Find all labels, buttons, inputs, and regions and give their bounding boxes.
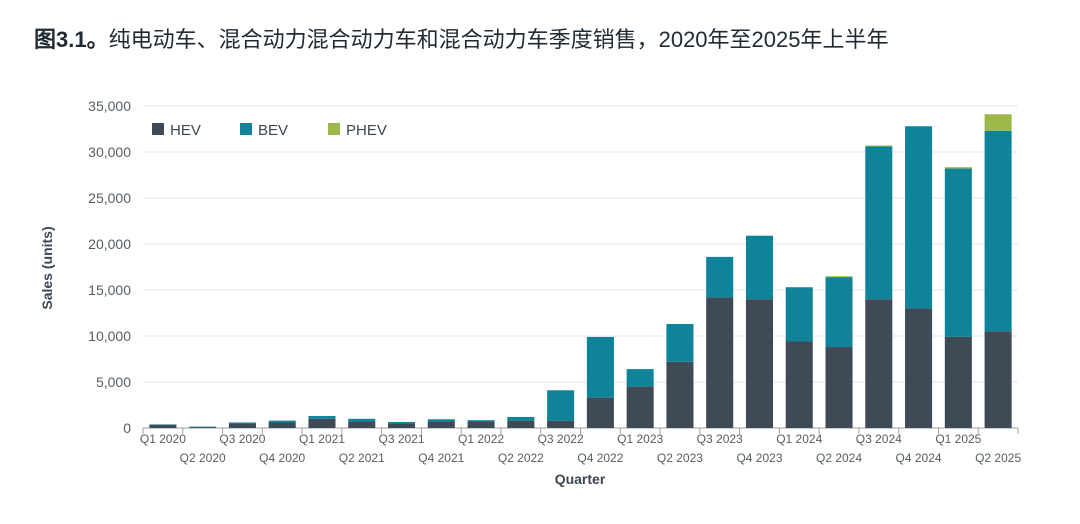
chart-title: 图3.1。纯电动车、混合动力混合动力车和混合动力车季度销售，2020年至2025… [34,22,888,54]
x-axis: Q1 2020 Q2 2020 Q3 2020 Q4 2020 Q1 2021 Q2 20… [140,428,1021,465]
bar-bev [547,390,575,421]
x-tick-label: Q3 2020 [219,432,265,446]
bar-bev [666,324,694,362]
bar-phev [865,145,893,147]
bar-bev [586,336,614,398]
legend-swatch-phev [328,123,340,135]
bar-hev [745,299,773,428]
legend: HEV BEV PHEV [152,122,387,139]
bar-hev [348,421,376,428]
bar-hev [785,341,813,428]
y-tick-label: 5,000 [96,374,131,390]
x-tick-label: Q2 2022 [498,451,544,465]
x-tick-label: Q4 2023 [736,451,782,465]
bar-bev [825,277,853,348]
bar-phev [944,167,972,169]
bar-hev [547,420,575,428]
y-axis-label: Sales (units) [39,226,55,309]
y-tick-label: 20,000 [88,236,131,252]
legend-label-bev: BEV [258,122,288,139]
x-tick-label: Q4 2024 [896,451,942,465]
bar-phev [984,114,1012,131]
bar-hev [228,423,256,428]
x-tick-label: Q1 2024 [776,432,822,446]
chart-title-lead: 图3.1。 [34,27,109,52]
y-axis-ticks: 0 5,000 10,000 15,000 20,000 25,000 30,000 35,0… [88,98,131,436]
x-tick-label: Q4 2022 [577,451,623,465]
y-tick-label: 15,000 [88,282,131,298]
bar-hev [666,361,694,428]
bar-bev [308,416,336,419]
bar-bev [228,422,256,424]
x-tick-label: Q2 2025 [975,451,1021,465]
bar-hev [586,397,614,428]
legend-label-hev: HEV [170,122,201,139]
x-tick-label: Q1 2022 [458,432,504,446]
legend-label-phev: PHEV [346,122,387,139]
bar-hev [865,299,893,428]
bar-hev [944,336,972,428]
bars [149,114,1012,428]
x-tick-label: Q3 2021 [378,432,424,446]
x-tick-label: Q2 2023 [657,451,703,465]
bar-bev [944,168,972,337]
chart-title-text: 纯电动车、混合动力混合动力车和混合动力车季度销售，2020年至2025年上半年 [108,27,889,52]
bar-bev [706,256,734,298]
bar-hev [427,421,455,428]
x-tick-label: Q1 2021 [299,432,345,446]
x-tick-label: Q1 2025 [935,432,981,446]
bar-bev [626,369,654,387]
bar-hev [507,420,535,428]
x-tick-label: Q4 2021 [418,451,464,465]
legend-swatch-bev [240,123,252,135]
x-axis-label: Quarter [555,471,606,487]
x-tick-label: Q1 2023 [617,432,663,446]
x-tick-label: Q1 2020 [140,432,186,446]
y-tick-label: 25,000 [88,190,131,206]
y-tick-label: 35,000 [88,98,131,114]
bar-hev [984,331,1012,428]
bar-hev [825,347,853,428]
y-tick-label: 10,000 [88,328,131,344]
y-tick-label: 0 [123,420,131,436]
bar-hev [626,386,654,428]
y-tick-label: 30,000 [88,144,131,160]
bar-bev [467,420,495,422]
bar-hev [189,427,217,428]
bar-hev [905,308,933,428]
x-tick-label: Q2 2021 [339,451,385,465]
bar-hev [308,418,336,428]
bar-bev [268,420,296,423]
bar-hev [706,297,734,428]
legend-swatch-hev [152,123,164,135]
bar-hev [268,422,296,428]
bar-hev [149,424,177,428]
bar-bev [865,146,893,300]
bar-bev [348,418,376,422]
bar-bev [388,422,416,424]
bar-bev [745,235,773,300]
bar-bev [984,130,1012,332]
x-tick-label: Q3 2022 [538,432,584,446]
bar-bev [507,416,535,421]
bar-bev [905,126,933,309]
x-tick-label: Q3 2024 [856,432,902,446]
x-tick-label: Q3 2023 [697,432,743,446]
bar-hev [467,421,495,428]
bar-bev [785,287,813,342]
x-tick-label: Q2 2024 [816,451,862,465]
bar-phev [825,276,853,278]
bar-hev [388,423,416,428]
bar-bev [427,419,455,422]
x-tick-label: Q2 2020 [180,451,226,465]
x-tick-label: Q4 2020 [259,451,305,465]
